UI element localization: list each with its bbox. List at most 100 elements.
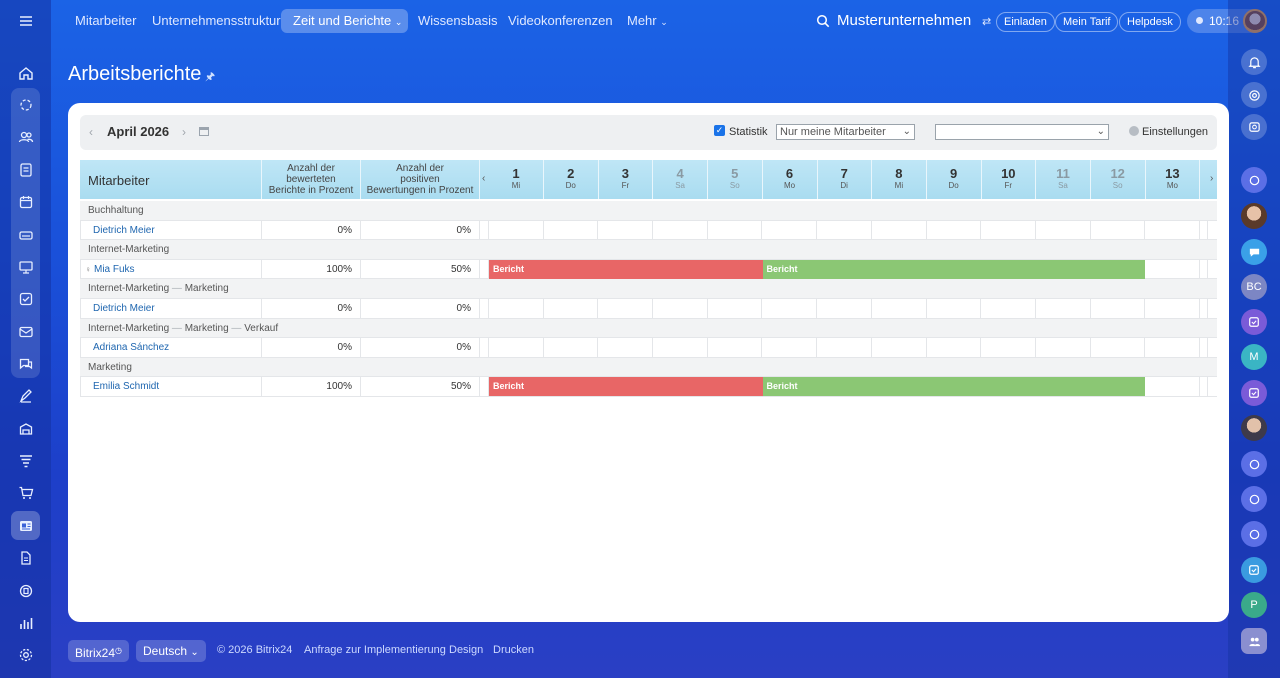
employee-name[interactable]: Adriana Sánchez (80, 338, 262, 358)
day-cell[interactable] (544, 338, 599, 358)
company-name[interactable]: Musterunternehmen (837, 12, 972, 29)
day-cell[interactable] (544, 299, 599, 318)
next-period-icon[interactable]: › (182, 125, 186, 139)
day-cell[interactable] (872, 299, 927, 318)
day-cell[interactable] (1145, 220, 1201, 240)
day-cell[interactable] (1200, 220, 1209, 240)
helpdesk-button[interactable]: Helpdesk (1119, 12, 1181, 32)
day-cell[interactable] (763, 299, 818, 318)
contact-p[interactable]: P (1241, 592, 1267, 618)
prev-period-icon[interactable]: ‹ (89, 125, 93, 139)
day-cell[interactable] (598, 220, 654, 240)
contact-bc[interactable]: BC (1241, 274, 1267, 300)
day-cell[interactable] (1145, 299, 1201, 318)
day-cell[interactable] (1091, 220, 1146, 240)
statistic-checkbox[interactable]: ✓ (714, 125, 725, 136)
employee-name[interactable]: ♀ Mia Fuks (80, 259, 262, 279)
copilot-icon[interactable] (1241, 521, 1267, 547)
notifications-icon[interactable] (1241, 49, 1267, 75)
day-cell[interactable] (1145, 338, 1201, 358)
search-chat-icon[interactable] (1241, 114, 1267, 140)
day-cell[interactable] (1036, 220, 1091, 240)
nav-video-conferences[interactable]: Videokonferenzen (508, 13, 613, 28)
scroll-left-icon[interactable]: ‹ (482, 173, 486, 184)
search-icon[interactable] (816, 14, 830, 33)
contact-m[interactable]: M (1241, 344, 1267, 370)
day-cell[interactable] (708, 299, 763, 318)
day-cell[interactable] (598, 338, 654, 358)
day-cell[interactable] (817, 299, 872, 318)
document-icon[interactable] (11, 155, 40, 184)
report-bar[interactable]: Bericht (489, 259, 763, 279)
day-cell[interactable] (1091, 299, 1146, 318)
analytics-icon[interactable] (11, 608, 40, 637)
calendar-icon[interactable] (11, 187, 40, 216)
menu-icon[interactable] (11, 6, 40, 35)
day-cell[interactable] (489, 299, 544, 318)
day-cell[interactable] (927, 220, 982, 240)
day-cell[interactable] (981, 299, 1036, 318)
report-bar[interactable]: Bericht (762, 377, 1146, 397)
contact-avatar[interactable] (1241, 415, 1267, 441)
puzzle-icon[interactable] (11, 90, 40, 119)
presentation-icon[interactable] (11, 252, 40, 281)
home-icon[interactable] (11, 58, 40, 87)
store-icon[interactable] (11, 414, 40, 443)
nav-more[interactable]: Mehr ⌄ (615, 9, 680, 33)
copilot-icon[interactable] (1241, 167, 1267, 193)
cart-icon[interactable] (11, 478, 40, 507)
tasks-icon[interactable] (11, 284, 40, 313)
employee-name[interactable]: Dietrich Meier (80, 220, 262, 240)
day-cell[interactable] (872, 220, 927, 240)
day-cell[interactable] (708, 338, 763, 358)
day-cell[interactable] (927, 299, 982, 318)
day-cell[interactable] (1200, 259, 1209, 279)
day-cell[interactable] (817, 220, 872, 240)
contact-avatar[interactable] (1241, 203, 1267, 229)
day-cell[interactable] (1145, 377, 1201, 397)
day-cell[interactable] (598, 299, 654, 318)
activity-icon[interactable] (1241, 82, 1267, 108)
report-bar[interactable]: Bericht (489, 377, 763, 397)
users-icon[interactable] (11, 122, 40, 151)
day-cell[interactable] (1091, 338, 1146, 358)
reports-icon[interactable] (11, 511, 40, 540)
day-cell[interactable] (1036, 338, 1091, 358)
calendar-icon[interactable] (199, 127, 209, 136)
day-cell[interactable] (1200, 299, 1209, 318)
copilot-icon[interactable] (1241, 486, 1267, 512)
file-icon[interactable] (11, 543, 40, 572)
chat-icon[interactable] (11, 349, 40, 378)
chat-bubble-icon[interactable] (1241, 239, 1267, 265)
day-cell[interactable] (1036, 299, 1091, 318)
user-avatar[interactable] (1243, 9, 1267, 33)
automation-icon[interactable] (11, 576, 40, 605)
day-cell[interactable] (1200, 338, 1209, 358)
tasks-chat-icon[interactable] (1241, 380, 1267, 406)
day-cell[interactable] (872, 338, 927, 358)
employee-name[interactable]: Emilia Schmidt (80, 377, 262, 397)
invite-button[interactable]: Einladen (996, 12, 1055, 32)
day-cell[interactable] (763, 338, 818, 358)
day-cell[interactable] (489, 220, 544, 240)
settings-icon[interactable] (11, 640, 40, 669)
design-link[interactable]: Design (449, 644, 484, 656)
day-cell[interactable] (653, 338, 708, 358)
mail-icon[interactable] (11, 317, 40, 346)
group-icon[interactable] (1241, 628, 1267, 654)
pin-icon[interactable]: 🖈 (205, 71, 216, 83)
day-cell[interactable] (653, 299, 708, 318)
sign-icon[interactable] (11, 381, 40, 410)
department-filter-select[interactable]: ⌄ (935, 124, 1109, 140)
day-cell[interactable] (927, 338, 982, 358)
day-cell[interactable] (653, 220, 708, 240)
day-cell[interactable] (981, 338, 1036, 358)
settings-button[interactable]: Einstellungen (1129, 126, 1208, 138)
employee-filter-select[interactable]: Nur meine Mitarbeiter ⌄ (776, 124, 915, 140)
nav-employees[interactable]: Mitarbeiter (75, 13, 137, 28)
day-cell[interactable] (708, 220, 763, 240)
scroll-right-icon[interactable]: › (1210, 173, 1214, 184)
nav-time-and-reports[interactable]: Zeit und Berichte ⌄ (281, 9, 408, 33)
employee-name[interactable]: Dietrich Meier (80, 299, 262, 318)
day-cell[interactable] (489, 338, 544, 358)
